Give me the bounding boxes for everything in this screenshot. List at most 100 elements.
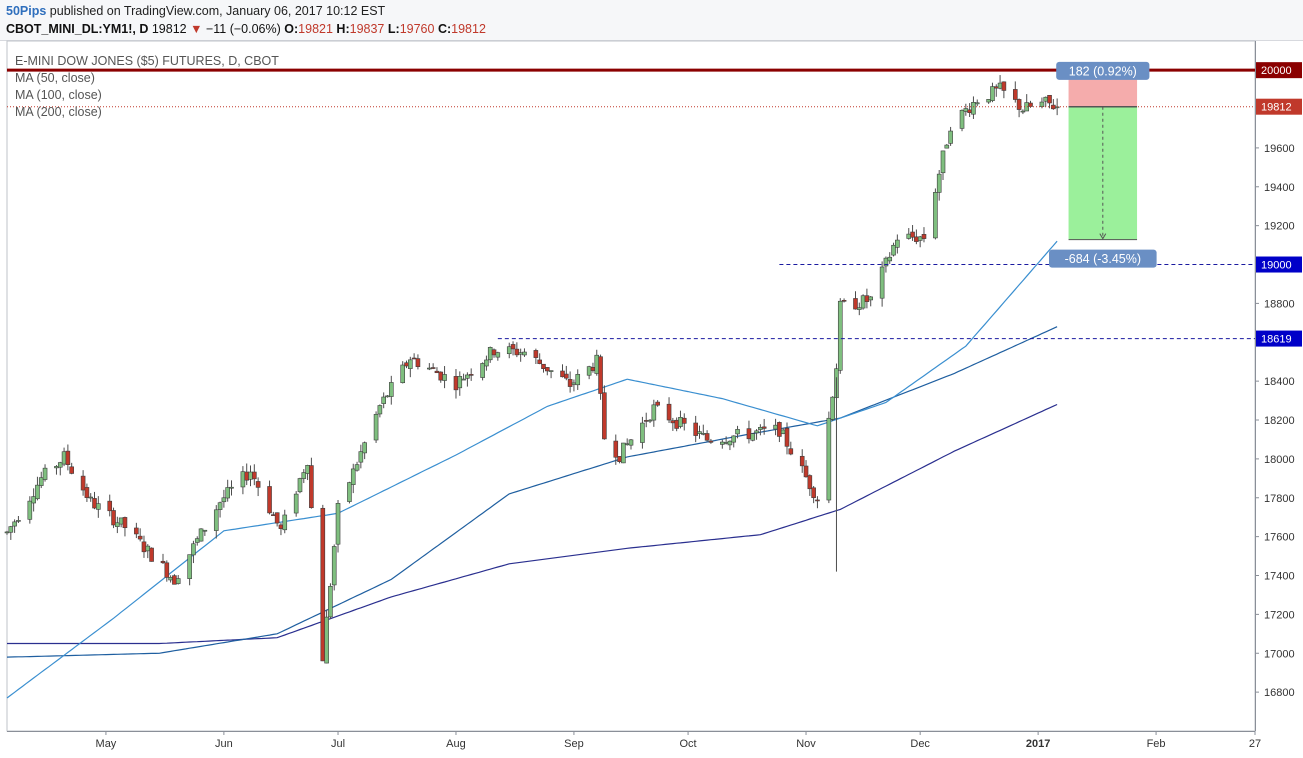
candle-down: [80, 475, 86, 491]
candle-up: [731, 435, 737, 443]
candle-up: [971, 102, 976, 115]
published-text: published on TradingView.com, January 06…: [46, 4, 386, 18]
candle-down: [564, 373, 569, 379]
author-link[interactable]: 50Pips: [6, 4, 47, 18]
candle-up: [1024, 102, 1030, 112]
candle-up: [373, 413, 379, 441]
candle-up: [990, 86, 995, 101]
candle-down: [670, 420, 676, 424]
candle-down: [320, 507, 326, 662]
x-tick-label: Sep: [564, 738, 584, 750]
candle-down: [993, 86, 999, 89]
candle-up: [217, 502, 223, 510]
candle-down: [404, 362, 409, 367]
x-tick-label: 27: [1249, 738, 1261, 750]
candle-down: [107, 500, 113, 512]
candle-up: [358, 451, 364, 463]
candle-down: [815, 499, 820, 502]
candle-up: [963, 108, 969, 112]
y-tick-label: 18400: [1264, 376, 1295, 388]
candle-up: [457, 376, 463, 389]
candle-down: [841, 300, 847, 302]
candle-up: [61, 451, 67, 465]
candle-up: [887, 256, 893, 262]
candle-down: [510, 344, 516, 350]
candle-up: [35, 484, 40, 500]
close-label: C:: [437, 22, 452, 36]
candle-up: [651, 404, 657, 421]
candle-down: [807, 475, 813, 490]
candle-up: [750, 433, 756, 441]
candle-up: [350, 468, 356, 485]
price-axis: [1255, 41, 1303, 731]
candle-up: [27, 500, 33, 520]
candle-down: [541, 363, 546, 369]
x-tick-label: 2017: [1026, 738, 1050, 750]
chart-title: E-MINI DOW JONES ($5) FUTURES, D, CBOT: [15, 54, 279, 68]
candle-up: [830, 396, 835, 420]
candle-down: [921, 234, 927, 239]
candle-down: [134, 527, 139, 535]
ma200-line: [7, 403, 1058, 645]
candle-up: [354, 464, 360, 471]
candle-up: [974, 102, 980, 105]
candle-down: [430, 367, 436, 369]
price-label-bg: [1256, 98, 1302, 115]
candle-up: [826, 417, 832, 501]
candle-up: [301, 472, 307, 479]
y-tick-label: 16800: [1264, 687, 1295, 699]
price-label-bg: [1256, 330, 1302, 347]
candle-up: [213, 509, 219, 531]
candle-up: [735, 429, 740, 435]
candle-up: [12, 521, 17, 527]
candle-up: [773, 424, 778, 430]
candle-down: [803, 465, 809, 478]
legend-ma50[interactable]: MA (50, close): [15, 71, 95, 85]
candle-down: [111, 510, 116, 526]
candle-down: [704, 433, 710, 441]
candle-up: [442, 374, 447, 381]
legend-ma200[interactable]: MA (200, close): [15, 105, 102, 119]
candle-up: [221, 497, 227, 503]
candle-up: [1039, 101, 1045, 107]
close-value: 19812: [451, 22, 486, 36]
price-label: 19812: [1261, 102, 1292, 114]
x-tick-label: Jul: [331, 738, 345, 750]
candle-up: [240, 471, 246, 488]
candle-up: [944, 144, 950, 149]
price-label: 18619: [1261, 334, 1292, 346]
candle-up: [461, 378, 466, 381]
candle-up: [986, 99, 991, 103]
candle-up: [175, 578, 181, 584]
candle-up: [381, 396, 386, 404]
candle-up: [331, 546, 337, 586]
candle-up: [780, 429, 786, 434]
legend-ma100[interactable]: MA (100, close): [15, 88, 102, 102]
candle-down: [914, 236, 919, 242]
candle-up: [624, 443, 630, 446]
candle-up: [4, 531, 10, 534]
candle-up: [168, 577, 173, 581]
y-tick-label: 18000: [1264, 454, 1295, 466]
candle-up: [198, 528, 204, 542]
candle-down: [544, 367, 550, 372]
candle-down: [309, 465, 314, 509]
y-tick-label: 19200: [1264, 221, 1295, 233]
candle-up: [1043, 96, 1049, 102]
candle-down: [244, 471, 250, 481]
candle-down: [137, 535, 143, 540]
candle-up: [408, 359, 413, 369]
candle-up: [42, 467, 48, 480]
candle-up: [700, 433, 706, 435]
y-tick-label: 17400: [1264, 571, 1295, 583]
stop-badge-bg: [1056, 61, 1150, 80]
candle-down: [267, 486, 272, 514]
ma100-line: [6, 326, 1058, 658]
candle-down: [1047, 94, 1052, 104]
candle-down: [967, 109, 972, 113]
x-tick-label: May: [96, 738, 117, 750]
candle-up: [487, 347, 493, 361]
symbol-label[interactable]: CBOT_MINI_DL:YM1!, D: [6, 22, 149, 36]
candle-up: [191, 543, 196, 556]
